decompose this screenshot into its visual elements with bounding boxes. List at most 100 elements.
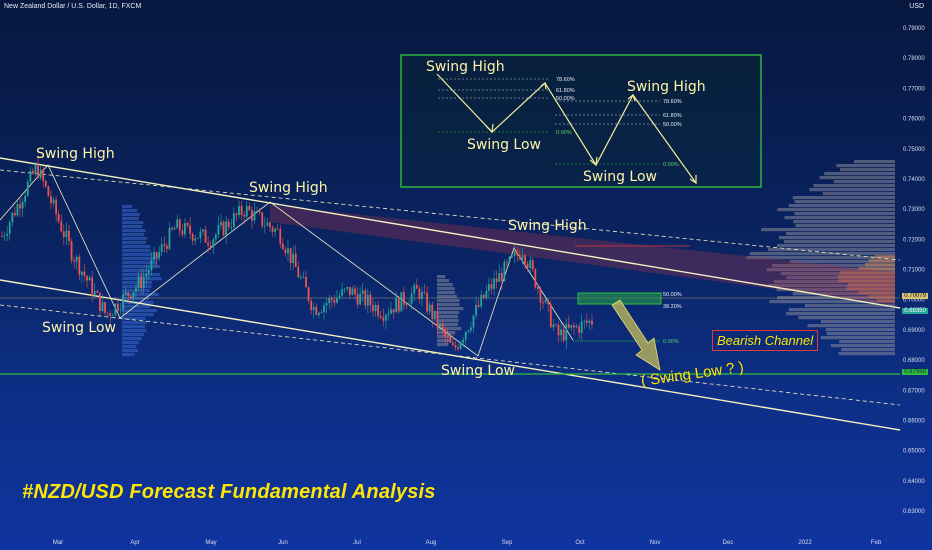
candle-body	[323, 305, 325, 313]
candle-body	[13, 212, 16, 216]
forecast-title: #NZD/USD Forecast Fundamental Analysis	[22, 481, 436, 503]
candle-body	[372, 305, 374, 312]
volume-profile-bar	[122, 337, 142, 341]
candle-body	[441, 323, 444, 329]
candle-body	[310, 300, 313, 310]
x-tick-label: Apr	[130, 540, 139, 546]
candle-body	[217, 225, 220, 235]
candle-body	[50, 196, 52, 204]
candle-body	[315, 306, 318, 316]
volume-profile-bar	[776, 244, 895, 248]
candle-body	[83, 271, 86, 276]
candle-body	[184, 223, 186, 235]
y-tick-label: 0.63000	[903, 509, 925, 515]
x-axis: Mar Apr May Jun Jul Aug Sep Oct Nov Dec 2022 Feb	[53, 540, 882, 546]
candle-body	[495, 278, 498, 282]
candle-body	[88, 277, 91, 281]
volume-profile-bar	[858, 291, 895, 295]
candle-body	[439, 323, 441, 327]
volume-profile-bar	[837, 275, 895, 279]
candle-body	[202, 229, 204, 232]
candle-body	[240, 205, 243, 216]
volume-profile-bar	[437, 343, 449, 347]
candle-body	[279, 228, 282, 244]
y-tick-label: 0.73000	[903, 207, 925, 213]
candle-body	[341, 289, 343, 296]
candle-body	[227, 221, 230, 228]
candle-body	[436, 310, 439, 327]
candle-body	[384, 315, 387, 321]
candle-body	[426, 292, 429, 312]
volume-profile-bar	[792, 196, 895, 200]
candle-body	[421, 292, 423, 299]
volume-profile-bar	[876, 299, 895, 303]
x-tick-label: Oct	[575, 540, 585, 546]
x-tick-label: Jun	[278, 540, 288, 546]
candle-body	[150, 259, 153, 271]
candle-body	[369, 294, 372, 306]
candle-body	[575, 326, 578, 328]
volume-profile-bar	[122, 241, 146, 245]
volume-profile-bar	[771, 264, 895, 268]
volume-profile-bar	[122, 245, 151, 249]
candle-body	[42, 169, 45, 181]
y-tick-label: 0.74000	[903, 177, 925, 183]
volume-profile-bar	[864, 263, 895, 267]
volume-profile-bar	[437, 339, 451, 343]
channel-mid-dash-upper	[0, 169, 901, 261]
y-tick-label: 0.78000	[903, 56, 925, 62]
candle-body	[585, 320, 588, 323]
candle-body	[364, 290, 367, 306]
inset-swing-low-2: Swing Low	[583, 169, 657, 185]
volume-profile-bar	[122, 205, 133, 209]
candle-body	[549, 304, 552, 328]
volume-profile-bar	[122, 249, 151, 253]
inset-swing-low-1: Swing Low	[467, 137, 541, 153]
candle-body	[387, 313, 390, 316]
candle-body	[493, 278, 495, 289]
candle-body	[186, 223, 189, 226]
inset-swing-high-2: Swing High	[627, 79, 706, 95]
candle-body	[485, 290, 488, 299]
y-axis: 0.79000 0.78000 0.77000 0.76000 0.75000 0.740…	[903, 26, 925, 515]
volume-profile-bar	[792, 292, 895, 296]
volume-profile-bar	[769, 300, 895, 304]
bearish-channel-label: Bearish Channel	[712, 330, 819, 351]
volume-profile-bar	[122, 341, 139, 345]
candle-body	[500, 273, 503, 281]
candle-body	[513, 251, 516, 256]
candle-body	[19, 204, 21, 209]
inset-fib-a3: 50.00%	[556, 96, 575, 102]
candle-body	[325, 303, 328, 306]
volume-profile-bar	[804, 304, 895, 308]
candle-body	[256, 210, 258, 212]
candle-body	[317, 312, 320, 316]
candle-body	[78, 256, 81, 275]
volume-profile-bar	[122, 265, 160, 269]
inset-arrowheads	[485, 81, 697, 185]
y-tick-label: 0.79000	[903, 26, 925, 32]
candle-body	[521, 255, 524, 260]
y-tick-label: 0.66000	[903, 418, 925, 424]
y-tick-label: 0.76000	[903, 117, 925, 123]
volume-profile-bar	[780, 272, 895, 276]
candle-body	[343, 288, 346, 290]
candle-body	[408, 303, 410, 305]
candle-body	[539, 288, 542, 303]
candle-body	[578, 326, 581, 333]
candle-body	[276, 228, 279, 230]
candle-body	[238, 205, 240, 215]
volume-profile-bar	[778, 236, 895, 240]
candle-body	[557, 324, 560, 336]
volume-profile-bar	[122, 237, 148, 241]
candle-body	[274, 228, 277, 232]
volume-profile-bar	[122, 233, 145, 237]
candle-body	[480, 294, 483, 307]
candle-body	[91, 277, 94, 296]
volume-profile-bar	[122, 305, 151, 309]
candle-body	[454, 345, 457, 348]
candle-body	[457, 347, 459, 349]
volume-profile-bar	[437, 323, 458, 327]
volume-profile-bar	[786, 312, 895, 316]
